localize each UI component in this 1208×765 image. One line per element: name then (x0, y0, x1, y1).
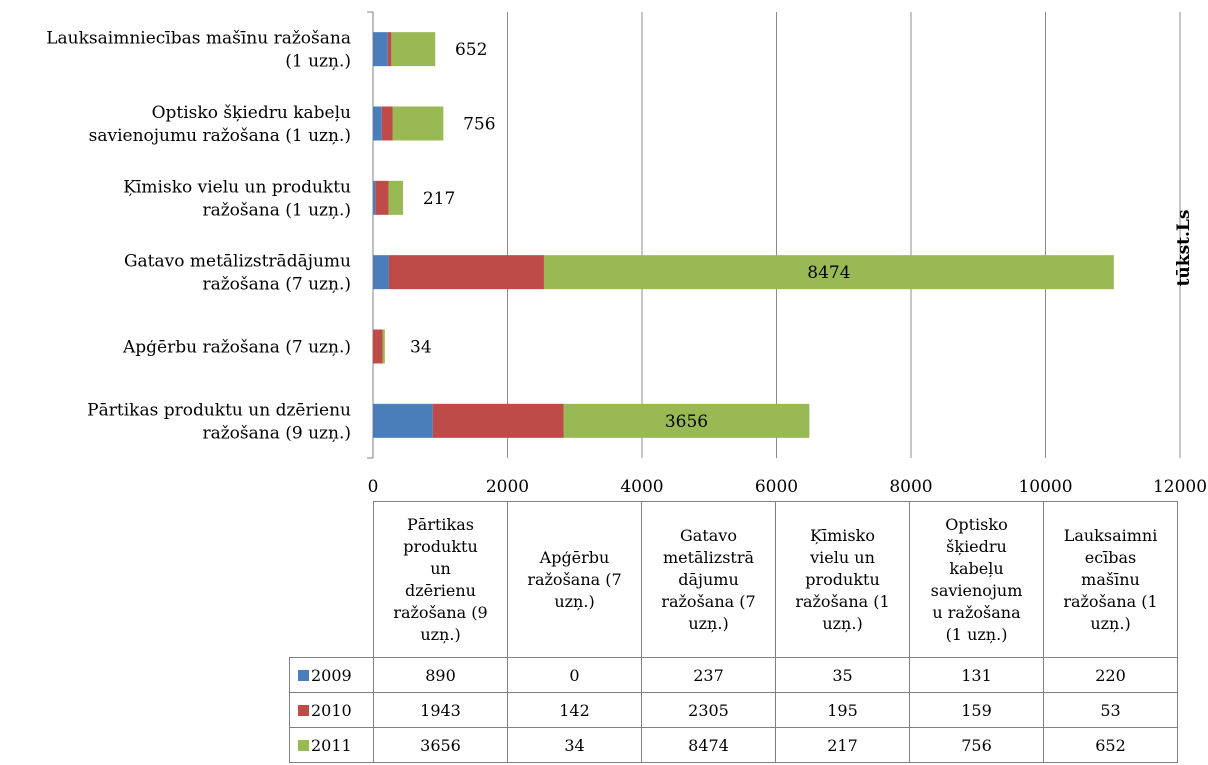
x-tick-label: 0 (368, 477, 379, 497)
bar-segment-2010 (387, 32, 392, 67)
bar-segment-2011 (563, 403, 810, 438)
table-row: 2009 890 0 237 35 131 220 (289, 657, 1178, 693)
legend-item: 2010 (289, 692, 374, 728)
table-cell: 8474 (641, 727, 776, 763)
bar-segment-2010 (375, 180, 389, 215)
table-cell: 756 (909, 727, 1044, 763)
bars (373, 32, 1114, 438)
data-label: 3656 (665, 412, 708, 432)
bar-segment-2009 (373, 180, 376, 215)
table-category-header: Apģērbu ražošana (7 uzņ.) (507, 501, 642, 658)
table-cell: 159 (909, 692, 1044, 728)
x-tick-label: 10000 (1018, 477, 1072, 497)
category-label: Pārtikas produktu un dzērienu ražošana (9… (87, 400, 351, 443)
gridlines (367, 11, 1181, 459)
table-header-row: Pārtikas produktu un dzērienu ražošana (9 uzņ… (289, 501, 1178, 658)
legend-swatch (298, 739, 309, 751)
category-label: Apģērbu ražošana (7 uzņ.) (122, 338, 351, 358)
legend-item: 2009 (289, 657, 374, 693)
table-category-header: Pārtikas produktu un dzērienu ražošana (9 uzņ… (373, 501, 508, 658)
bar-segment-2010 (381, 106, 393, 141)
table-row: 2010 1943 142 2305 195 159 53 (289, 692, 1178, 728)
bar-segment-2009 (373, 106, 382, 141)
table-row: 2011 3656 34 8474 217 756 652 (289, 727, 1178, 763)
table-cell: 0 (507, 657, 642, 693)
table-cell: 53 (1043, 692, 1178, 728)
data-label: 217 (423, 189, 455, 209)
bar-segment-2011 (382, 329, 385, 364)
bar-segment-2011 (391, 32, 436, 67)
category-label: Gatavo metālizstrādājumu ražošana (7 uzņ.… (124, 252, 351, 295)
data-label: 34 (410, 338, 432, 358)
table-cell: 217 (775, 727, 910, 763)
table-category-header: Lauksaimni ecības mašīnu ražošana (1 uzņ.) (1043, 501, 1178, 658)
bar-segment-2010 (432, 403, 564, 438)
table-cell: 2305 (641, 692, 776, 728)
x-tick-labels: 0 2000 4000 6000 8000 10000 12000 (368, 477, 1207, 497)
table-cell: 35 (775, 657, 910, 693)
legend-label: 2011 (311, 735, 352, 755)
x-tick-label: 6000 (755, 477, 798, 497)
table-cell: 1943 (373, 692, 508, 728)
table-cell: 652 (1043, 727, 1178, 763)
x-tick-label: 12000 (1153, 477, 1207, 497)
bar-segment-2011 (388, 180, 404, 215)
unit-label: tūkst.Ls (1174, 210, 1194, 287)
table-corner (289, 501, 374, 658)
legend-item: 2011 (289, 727, 374, 763)
bar-segment-2009 (373, 403, 433, 438)
category-label: Lauksaimniecības mašīnu ražošana (1 uzņ.) (46, 29, 351, 72)
x-tick-label: 4000 (620, 477, 663, 497)
x-tick-label: 2000 (486, 477, 529, 497)
data-label: 756 (463, 115, 495, 135)
table-cell: 220 (1043, 657, 1178, 693)
table-category-header: Gatavo metālizstrā dājumu ražošana (7 uzņ.) (641, 501, 776, 658)
data-label: 652 (455, 40, 487, 60)
legend-swatch (298, 704, 309, 716)
table-cell: 237 (641, 657, 776, 693)
category-labels: Pārtikas produktu un dzērienu ražošana (9… (46, 29, 351, 444)
legend-label: 2009 (311, 665, 352, 685)
bar-segment-2010 (388, 255, 544, 290)
bar-segment-2010 (373, 329, 383, 364)
table-cell: 3656 (373, 727, 508, 763)
table-cell: 142 (507, 692, 642, 728)
data-labels: 3656 34 8474 217 756 652 (410, 40, 851, 432)
table-category-header: Ķīmisko vielu un produktu ražošana (1 uzņ.) (775, 501, 910, 658)
legend-label: 2010 (311, 700, 352, 720)
data-label: 8474 (807, 263, 850, 283)
bar-segment-2009 (373, 255, 389, 290)
bar-segment-2011 (543, 255, 1114, 290)
table-category-header: Optisko šķiedru kabeļu savienojum u ražošana… (909, 501, 1044, 658)
data-table: Pārtikas produktu un dzērienu ražošana (9 uzņ… (289, 501, 1178, 763)
bar-segment-2009 (373, 32, 388, 67)
category-label: Ķīmisko vielu un produktu ražošana (1 uzņ… (123, 177, 351, 220)
x-tick-label: 8000 (889, 477, 932, 497)
table-cell: 195 (775, 692, 910, 728)
category-label: Optisko šķiedru kabeļu savienojumu ražoša… (89, 103, 351, 146)
table-cell: 890 (373, 657, 508, 693)
table-cell: 34 (507, 727, 642, 763)
legend-swatch (298, 669, 309, 681)
table-cell: 131 (909, 657, 1044, 693)
bar-segment-2011 (392, 106, 444, 141)
